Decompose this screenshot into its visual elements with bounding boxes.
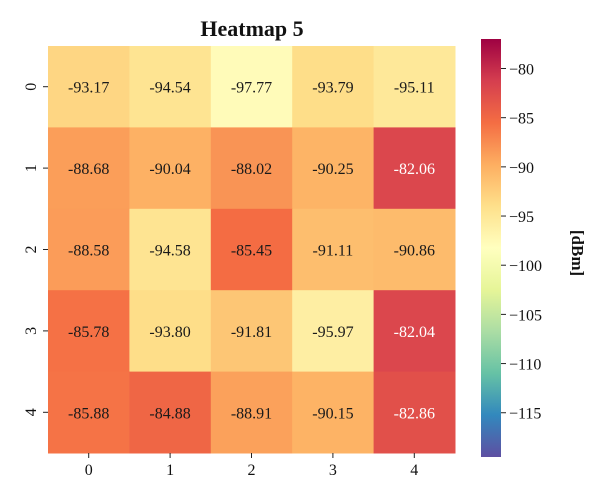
cell-value-label: -88.02 (231, 161, 272, 178)
cell-value-label: -93.17 (68, 80, 109, 97)
heatmap-cell (48, 46, 130, 128)
heatmap-cell (129, 290, 212, 373)
colorbar-tick-label: −90 (509, 160, 534, 177)
cell-value-label: -91.11 (313, 243, 354, 260)
chart-title: Heatmap 5 (200, 16, 303, 41)
colorbar-tick-label: −110 (509, 357, 541, 374)
heatmap-cell (373, 371, 456, 454)
colorbar-label: [dBm] (568, 230, 587, 276)
colorbar-tick-label: −85 (509, 111, 534, 128)
cell-value-label: -84.88 (149, 405, 190, 422)
x-tick-label: 0 (85, 462, 93, 479)
x-tick-label: 4 (410, 462, 418, 479)
colorbar: −80 −85 −90 −95 −100 −105 −110 −115 (481, 39, 542, 457)
heatmap-cell (292, 127, 375, 210)
cell-value-label: -95.11 (394, 80, 435, 97)
heatmap-cell (48, 371, 130, 454)
colorbar-tick-label: −100 (509, 258, 542, 275)
colorbar-tick-label: −95 (509, 209, 534, 226)
heatmap-cell (48, 127, 130, 210)
heatmap-cell (129, 46, 212, 128)
cell-value-label: -82.06 (394, 161, 435, 178)
y-axis-ticks: 0 1 2 3 4 (23, 83, 48, 416)
y-tick-label: 4 (23, 408, 40, 416)
cell-value-label: -94.58 (149, 243, 190, 260)
heatmap-cell (373, 127, 456, 210)
x-tick-label: 3 (329, 462, 337, 479)
colorbar-tick-label: −115 (509, 406, 541, 423)
cell-value-label: -88.91 (231, 405, 272, 422)
cell-value-label: -93.79 (312, 80, 353, 97)
heatmap-cell (292, 290, 375, 373)
cell-value-label: -90.15 (312, 405, 353, 422)
x-tick-label: 2 (248, 462, 256, 479)
cell-value-label: -94.54 (149, 80, 190, 97)
heatmap-cell (129, 127, 212, 210)
y-tick-label: 1 (23, 164, 40, 172)
cell-value-label: -82.04 (394, 324, 435, 341)
heatmap-cell (373, 208, 456, 291)
colorbar-gradient (481, 39, 501, 457)
heatmap-cell (210, 290, 293, 373)
heatmap-cells: -93.17 -94.54 -97.77 -93.79 -95.11 -88.68 -90.… (48, 46, 456, 454)
heatmap-cell (210, 127, 293, 210)
heatmap-cell (373, 290, 456, 373)
heatmap-cell (48, 290, 130, 373)
heatmap-cell (292, 371, 375, 454)
cell-value-label: -90.25 (312, 161, 353, 178)
cell-value-label: -82.86 (394, 405, 435, 422)
heatmap-cell (129, 371, 212, 454)
x-tick-label: 1 (166, 462, 174, 479)
cell-value-label: -85.45 (231, 243, 272, 260)
heatmap-cell (48, 208, 130, 291)
heatmap-cell (210, 46, 293, 128)
cell-value-label: -93.80 (149, 324, 190, 341)
cell-value-label: -85.78 (68, 324, 109, 341)
y-tick-label: 0 (23, 83, 40, 91)
heatmap-cell (129, 208, 212, 291)
cell-value-label: -90.04 (149, 161, 190, 178)
cell-value-label: -90.86 (394, 243, 435, 260)
cell-value-label: -97.77 (231, 80, 272, 97)
x-axis-ticks: 0 1 2 3 4 (85, 453, 418, 479)
heatmap-cell (373, 46, 456, 128)
colorbar-tick-label: −105 (509, 307, 542, 324)
y-tick-label: 2 (23, 246, 40, 254)
colorbar-tick-label: −80 (509, 62, 534, 79)
cell-value-label: -95.97 (312, 324, 353, 341)
cell-value-label: -85.88 (68, 405, 109, 422)
heatmap-cell (292, 46, 375, 128)
heatmap-cell (210, 371, 293, 454)
heatmap-cell (292, 208, 375, 291)
cell-value-label: -88.68 (68, 161, 109, 178)
y-tick-label: 3 (23, 327, 40, 335)
cell-value-label: -88.58 (68, 243, 109, 260)
heatmap-cell (210, 208, 293, 291)
cell-value-label: -91.81 (231, 324, 272, 341)
